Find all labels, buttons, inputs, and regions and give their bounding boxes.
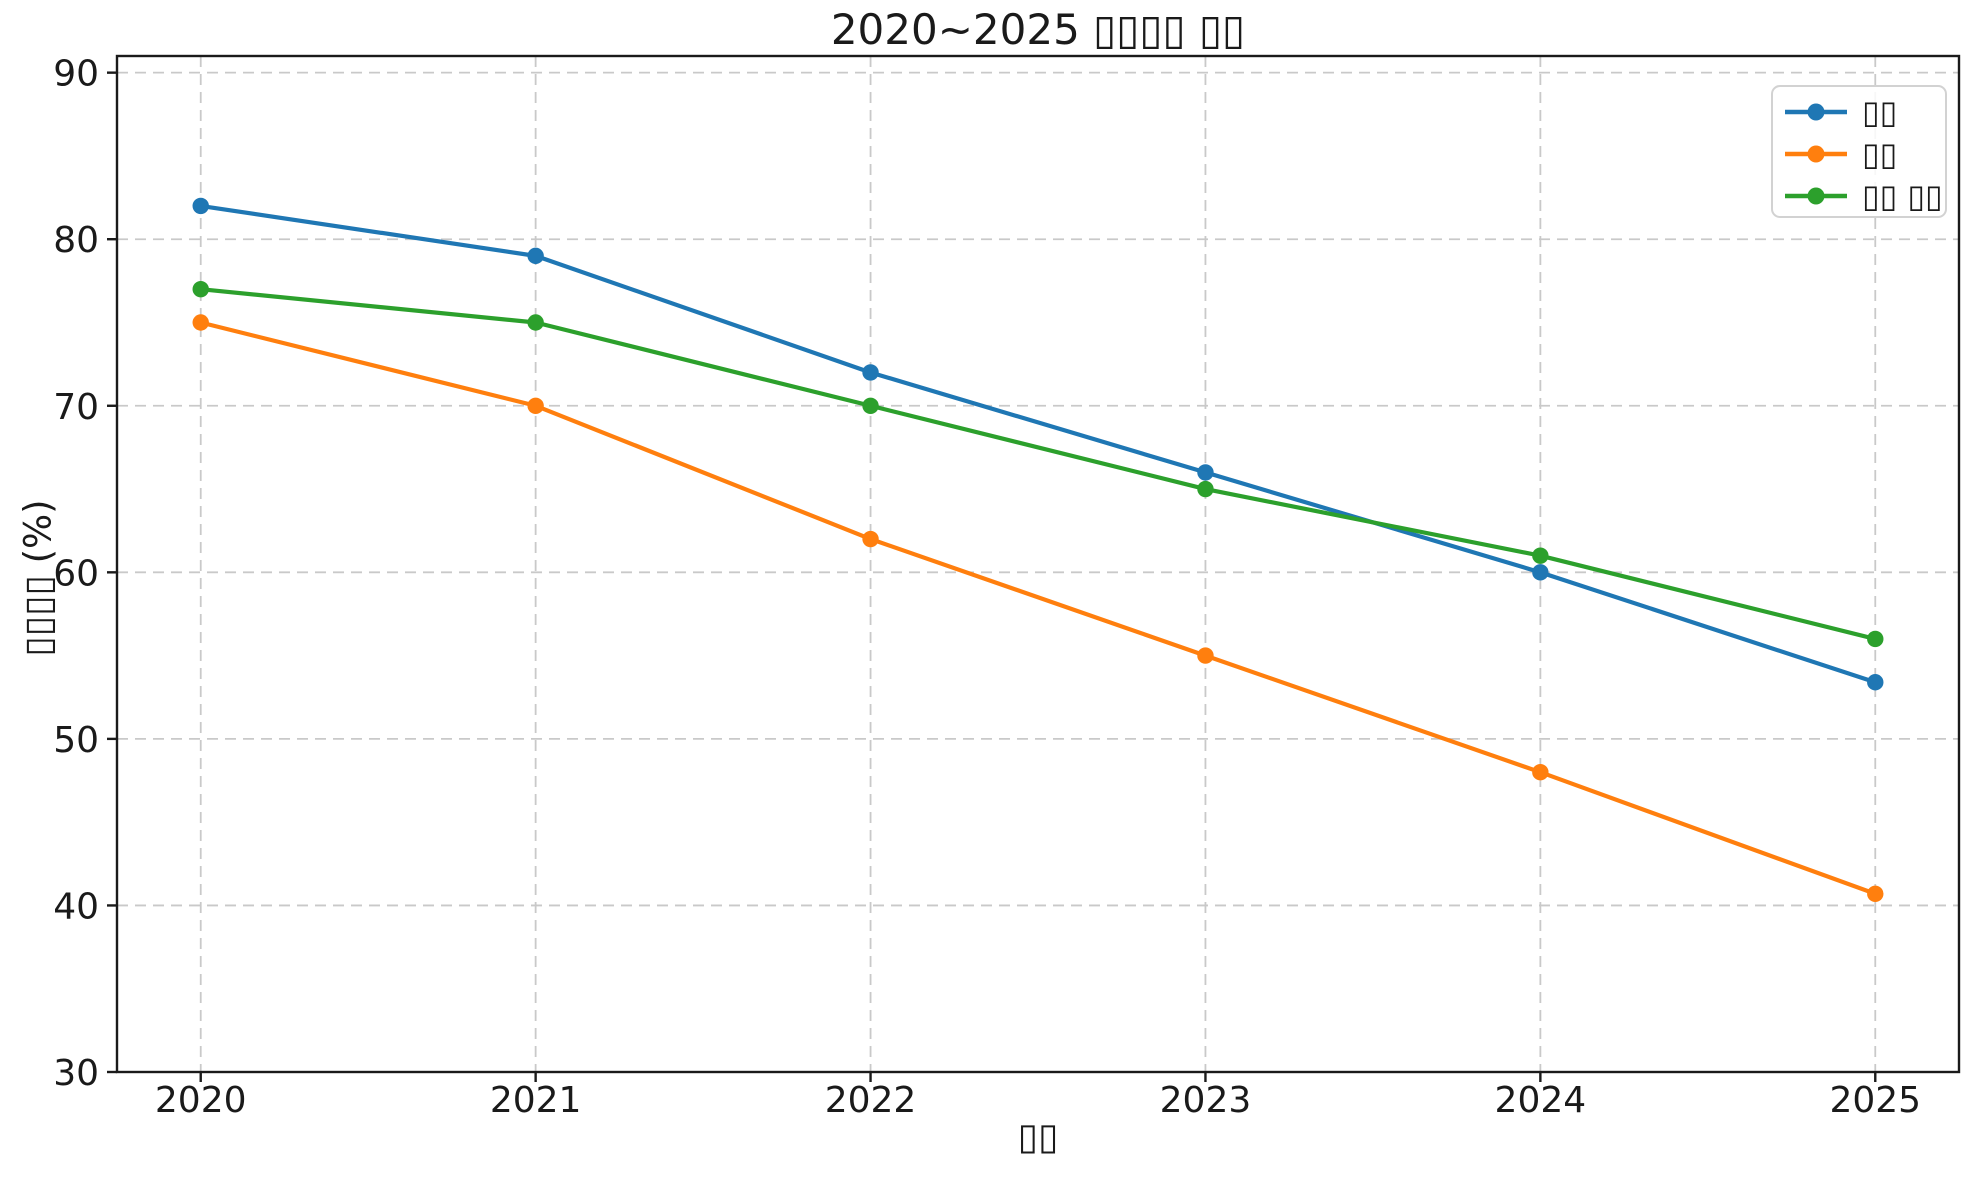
legend-label: ▯▯: [1862, 93, 1898, 131]
series-line-1: [198, 320, 1878, 896]
legend-line-marker-icon: [1785, 103, 1847, 121]
data-point-marker: [527, 397, 544, 414]
legend: ▯▯ ▯▯ ▯▯ ▯▯: [1771, 85, 1947, 218]
axes-frame: [115, 54, 1961, 1074]
legend-row: ▯▯ ▯▯: [1783, 175, 1945, 217]
data-point-marker: [527, 314, 544, 331]
legend-label: ▯▯: [1862, 135, 1898, 173]
x-tick-label: 2023: [1160, 1080, 1252, 1121]
data-point-marker: [1197, 480, 1214, 498]
x-tick-label: 2022: [825, 1080, 917, 1121]
x-axis-label: ▯▯: [1017, 1115, 1059, 1158]
data-point-marker: [1197, 464, 1214, 481]
legend-line-marker-icon: [1785, 187, 1847, 205]
data-point-marker: [1867, 674, 1884, 691]
y-tick-label: 60: [53, 553, 99, 594]
data-point-marker: [1532, 763, 1549, 781]
x-tick-label: 2021: [490, 1080, 582, 1121]
data-point-marker: [192, 197, 209, 215]
data-point-marker: [1867, 630, 1884, 648]
data-point-marker: [862, 530, 879, 548]
series-line-2: [198, 287, 1878, 642]
data-point-marker: [1532, 564, 1549, 581]
data-point-marker: [192, 314, 209, 331]
data-point-marker: [192, 280, 209, 298]
y-tick-label: 80: [53, 220, 99, 261]
chart-title: 2020~2025 ▯▯▯▯ ▯▯: [830, 5, 1246, 54]
data-point-marker: [862, 397, 879, 414]
legend-label: ▯▯ ▯▯: [1862, 177, 1943, 215]
y-axis-label: ▯▯▯▯ (%): [16, 499, 60, 657]
x-tick-label: 2020: [155, 1080, 247, 1121]
legend-line-marker-icon: [1785, 145, 1847, 163]
data-point-marker: [1532, 547, 1549, 564]
x-tick-label: 2024: [1495, 1080, 1587, 1121]
data-point-marker: [1867, 885, 1884, 902]
series-line-0: [198, 203, 1878, 685]
legend-row: ▯▯: [1783, 133, 1945, 175]
y-tick-label: 50: [53, 720, 99, 761]
legend-row: ▯▯: [1783, 91, 1945, 133]
x-tick-label: 2025: [1829, 1080, 1921, 1121]
y-tick-label: 30: [53, 1053, 99, 1094]
data-point-marker: [862, 364, 879, 381]
data-point-marker: [527, 247, 544, 265]
data-point-marker: [1197, 647, 1214, 664]
y-tick-label: 40: [53, 886, 99, 927]
y-tick-label: 90: [53, 54, 99, 95]
y-tick-label: 70: [53, 387, 99, 428]
